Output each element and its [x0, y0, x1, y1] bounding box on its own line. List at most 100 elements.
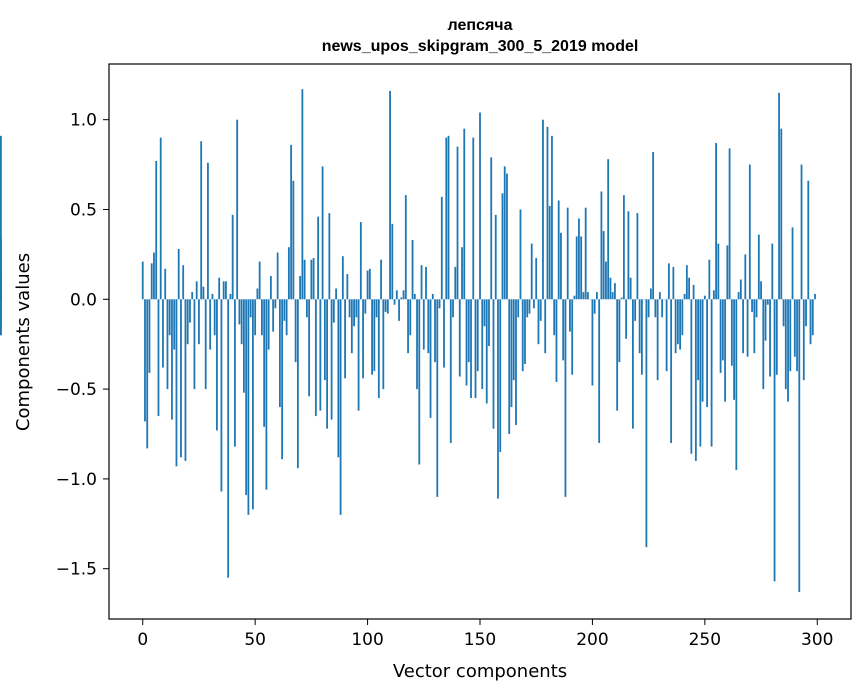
bar: [238, 299, 241, 325]
bar: [793, 299, 796, 357]
bar: [402, 290, 405, 300]
bar: [470, 299, 472, 399]
bar: [186, 299, 189, 345]
bar: [703, 295, 706, 300]
bar: [551, 135, 553, 300]
bar: [773, 299, 776, 582]
bar: [456, 146, 459, 300]
bar: [634, 299, 637, 321]
bar: [479, 112, 481, 300]
bar: [546, 126, 549, 300]
bar: [355, 299, 358, 318]
bar: [373, 299, 376, 372]
bar: [645, 299, 648, 548]
bar: [780, 128, 783, 300]
bar: [512, 299, 515, 381]
bar: [371, 299, 373, 375]
bar: [272, 299, 275, 332]
bar: [632, 299, 634, 429]
bar: [560, 232, 562, 300]
bar: [164, 268, 167, 300]
bar: [566, 207, 569, 300]
bar: [420, 265, 423, 300]
bar: [683, 293, 686, 300]
y-tick-label: −1.0: [56, 470, 97, 490]
bar: [375, 299, 378, 318]
bar: [449, 299, 452, 443]
bar: [519, 209, 522, 300]
bar: [533, 299, 535, 309]
bar: [490, 157, 493, 300]
bar: [312, 257, 315, 300]
bar: [497, 299, 499, 499]
bar: [562, 299, 565, 361]
bar: [413, 293, 416, 300]
bar: [278, 299, 281, 408]
x-tick-label: 200: [576, 630, 608, 650]
chart-title-line-2: news_upos_skipgram_300_5_2019 model: [322, 38, 639, 55]
bar: [425, 266, 427, 300]
bar: [791, 227, 794, 300]
bar: [553, 299, 556, 336]
bar: [144, 299, 146, 422]
bar: [308, 299, 311, 397]
bar: [730, 299, 733, 366]
bar: [623, 195, 625, 300]
bar: [667, 263, 670, 300]
bar: [243, 299, 245, 393]
bar: [458, 299, 461, 377]
bar: [739, 279, 742, 300]
bar: [548, 205, 551, 300]
bar: [269, 275, 272, 300]
bar: [180, 299, 182, 458]
bar: [184, 299, 187, 461]
bar: [472, 137, 475, 300]
bar: [409, 299, 412, 336]
bar: [0, 135, 2, 300]
bar: [492, 299, 495, 429]
bar: [694, 299, 697, 461]
x-axis-label: Vector components: [393, 661, 567, 682]
bar: [746, 299, 749, 357]
bar: [578, 218, 580, 300]
bar: [724, 299, 726, 402]
bar: [614, 283, 616, 300]
bar: [539, 299, 542, 321]
bar: [726, 245, 729, 300]
bar: [564, 299, 567, 497]
bar: [348, 299, 351, 318]
bar: [506, 173, 508, 300]
bar: [422, 299, 425, 350]
bar: [141, 261, 144, 300]
bar: [499, 299, 502, 452]
bar: [510, 299, 513, 408]
bar: [796, 299, 798, 372]
x-tick-label: 0: [137, 630, 148, 650]
bar: [204, 299, 207, 390]
bar: [175, 299, 178, 467]
bar: [294, 299, 297, 363]
bar: [627, 211, 630, 300]
bar: [283, 299, 286, 321]
bar: [209, 299, 212, 350]
bar: [296, 299, 299, 469]
bar: [665, 299, 668, 372]
y-tick-label: 0.0: [70, 290, 97, 310]
bar: [748, 164, 751, 300]
bar: [0, 238, 2, 300]
bar: [463, 128, 466, 300]
bar: [202, 286, 205, 300]
bar: [274, 299, 277, 309]
bar: [649, 288, 652, 300]
bar: [346, 274, 349, 300]
bar: [760, 281, 762, 300]
bar: [528, 299, 531, 314]
bar: [699, 299, 702, 447]
bar: [607, 159, 610, 300]
bar: [789, 299, 792, 372]
bar: [685, 265, 688, 300]
bar: [429, 299, 432, 418]
bar: [247, 299, 250, 515]
bar: [335, 288, 337, 300]
bar: [395, 290, 398, 300]
